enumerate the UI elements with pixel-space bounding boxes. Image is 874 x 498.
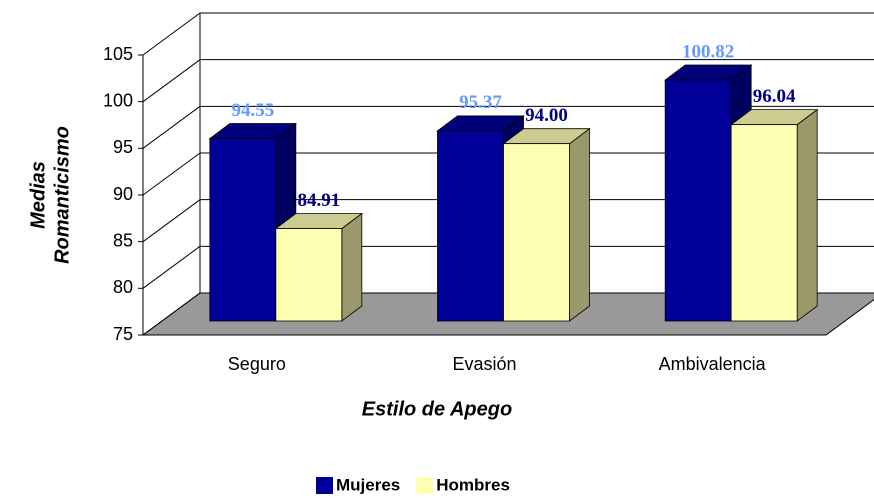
value-label: 84.91: [297, 190, 340, 211]
x-tick-label: Ambivalencia: [659, 354, 767, 374]
value-label: 94.55: [231, 100, 274, 121]
bar: [729, 108, 819, 322]
bar-side: [341, 212, 363, 322]
bar-front: [275, 228, 343, 322]
y-tick-label: 80: [113, 277, 133, 297]
bar-front: [503, 143, 570, 322]
bar-side: [569, 127, 590, 322]
y-tick-label: 85: [113, 230, 133, 250]
legend-swatch: [416, 477, 434, 494]
grid-line: [142, 152, 201, 196]
legend-swatch: [316, 477, 333, 494]
x-tick-label: Seguro: [228, 354, 286, 374]
value-label: 94.00: [525, 105, 568, 126]
legend-label: Hombres: [436, 475, 510, 494]
grid-line: [142, 12, 201, 56]
bar: [502, 127, 591, 322]
bar-side: [796, 108, 818, 322]
y-axis-label-line: Medias: [27, 161, 49, 229]
grid-line: [142, 245, 201, 289]
grid-line: [142, 199, 201, 243]
y-tick-label: 95: [113, 137, 133, 157]
value-label: 95.37: [459, 92, 502, 113]
y-tick-label: 100: [103, 90, 133, 110]
grid-line: [142, 59, 201, 103]
bar-front: [437, 130, 504, 322]
bar: [208, 122, 298, 322]
bar-front: [664, 79, 732, 322]
y-tick-label: 75: [113, 324, 133, 344]
y-tick-label: 90: [113, 184, 133, 204]
grid-line: [142, 105, 201, 149]
y-axis-label: Medias Romanticismo: [27, 126, 73, 264]
legend-label: Mujeres: [336, 475, 400, 494]
y-tick-label: 105: [103, 44, 133, 64]
grid-line: [142, 292, 201, 336]
value-label: 96.04: [753, 86, 796, 107]
x-tick-label: Evasión: [452, 354, 516, 374]
bar-front: [730, 124, 798, 322]
x-axis-label: Estilo de Apego: [362, 398, 512, 420]
bar: [274, 212, 364, 322]
bar-front: [209, 138, 277, 322]
value-label: 100.82: [682, 41, 734, 62]
y-axis-label-line: Romanticismo: [51, 126, 73, 264]
